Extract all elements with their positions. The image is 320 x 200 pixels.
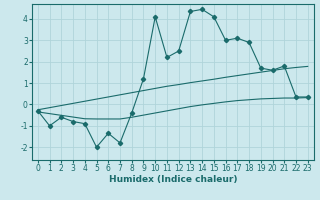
X-axis label: Humidex (Indice chaleur): Humidex (Indice chaleur) bbox=[108, 175, 237, 184]
